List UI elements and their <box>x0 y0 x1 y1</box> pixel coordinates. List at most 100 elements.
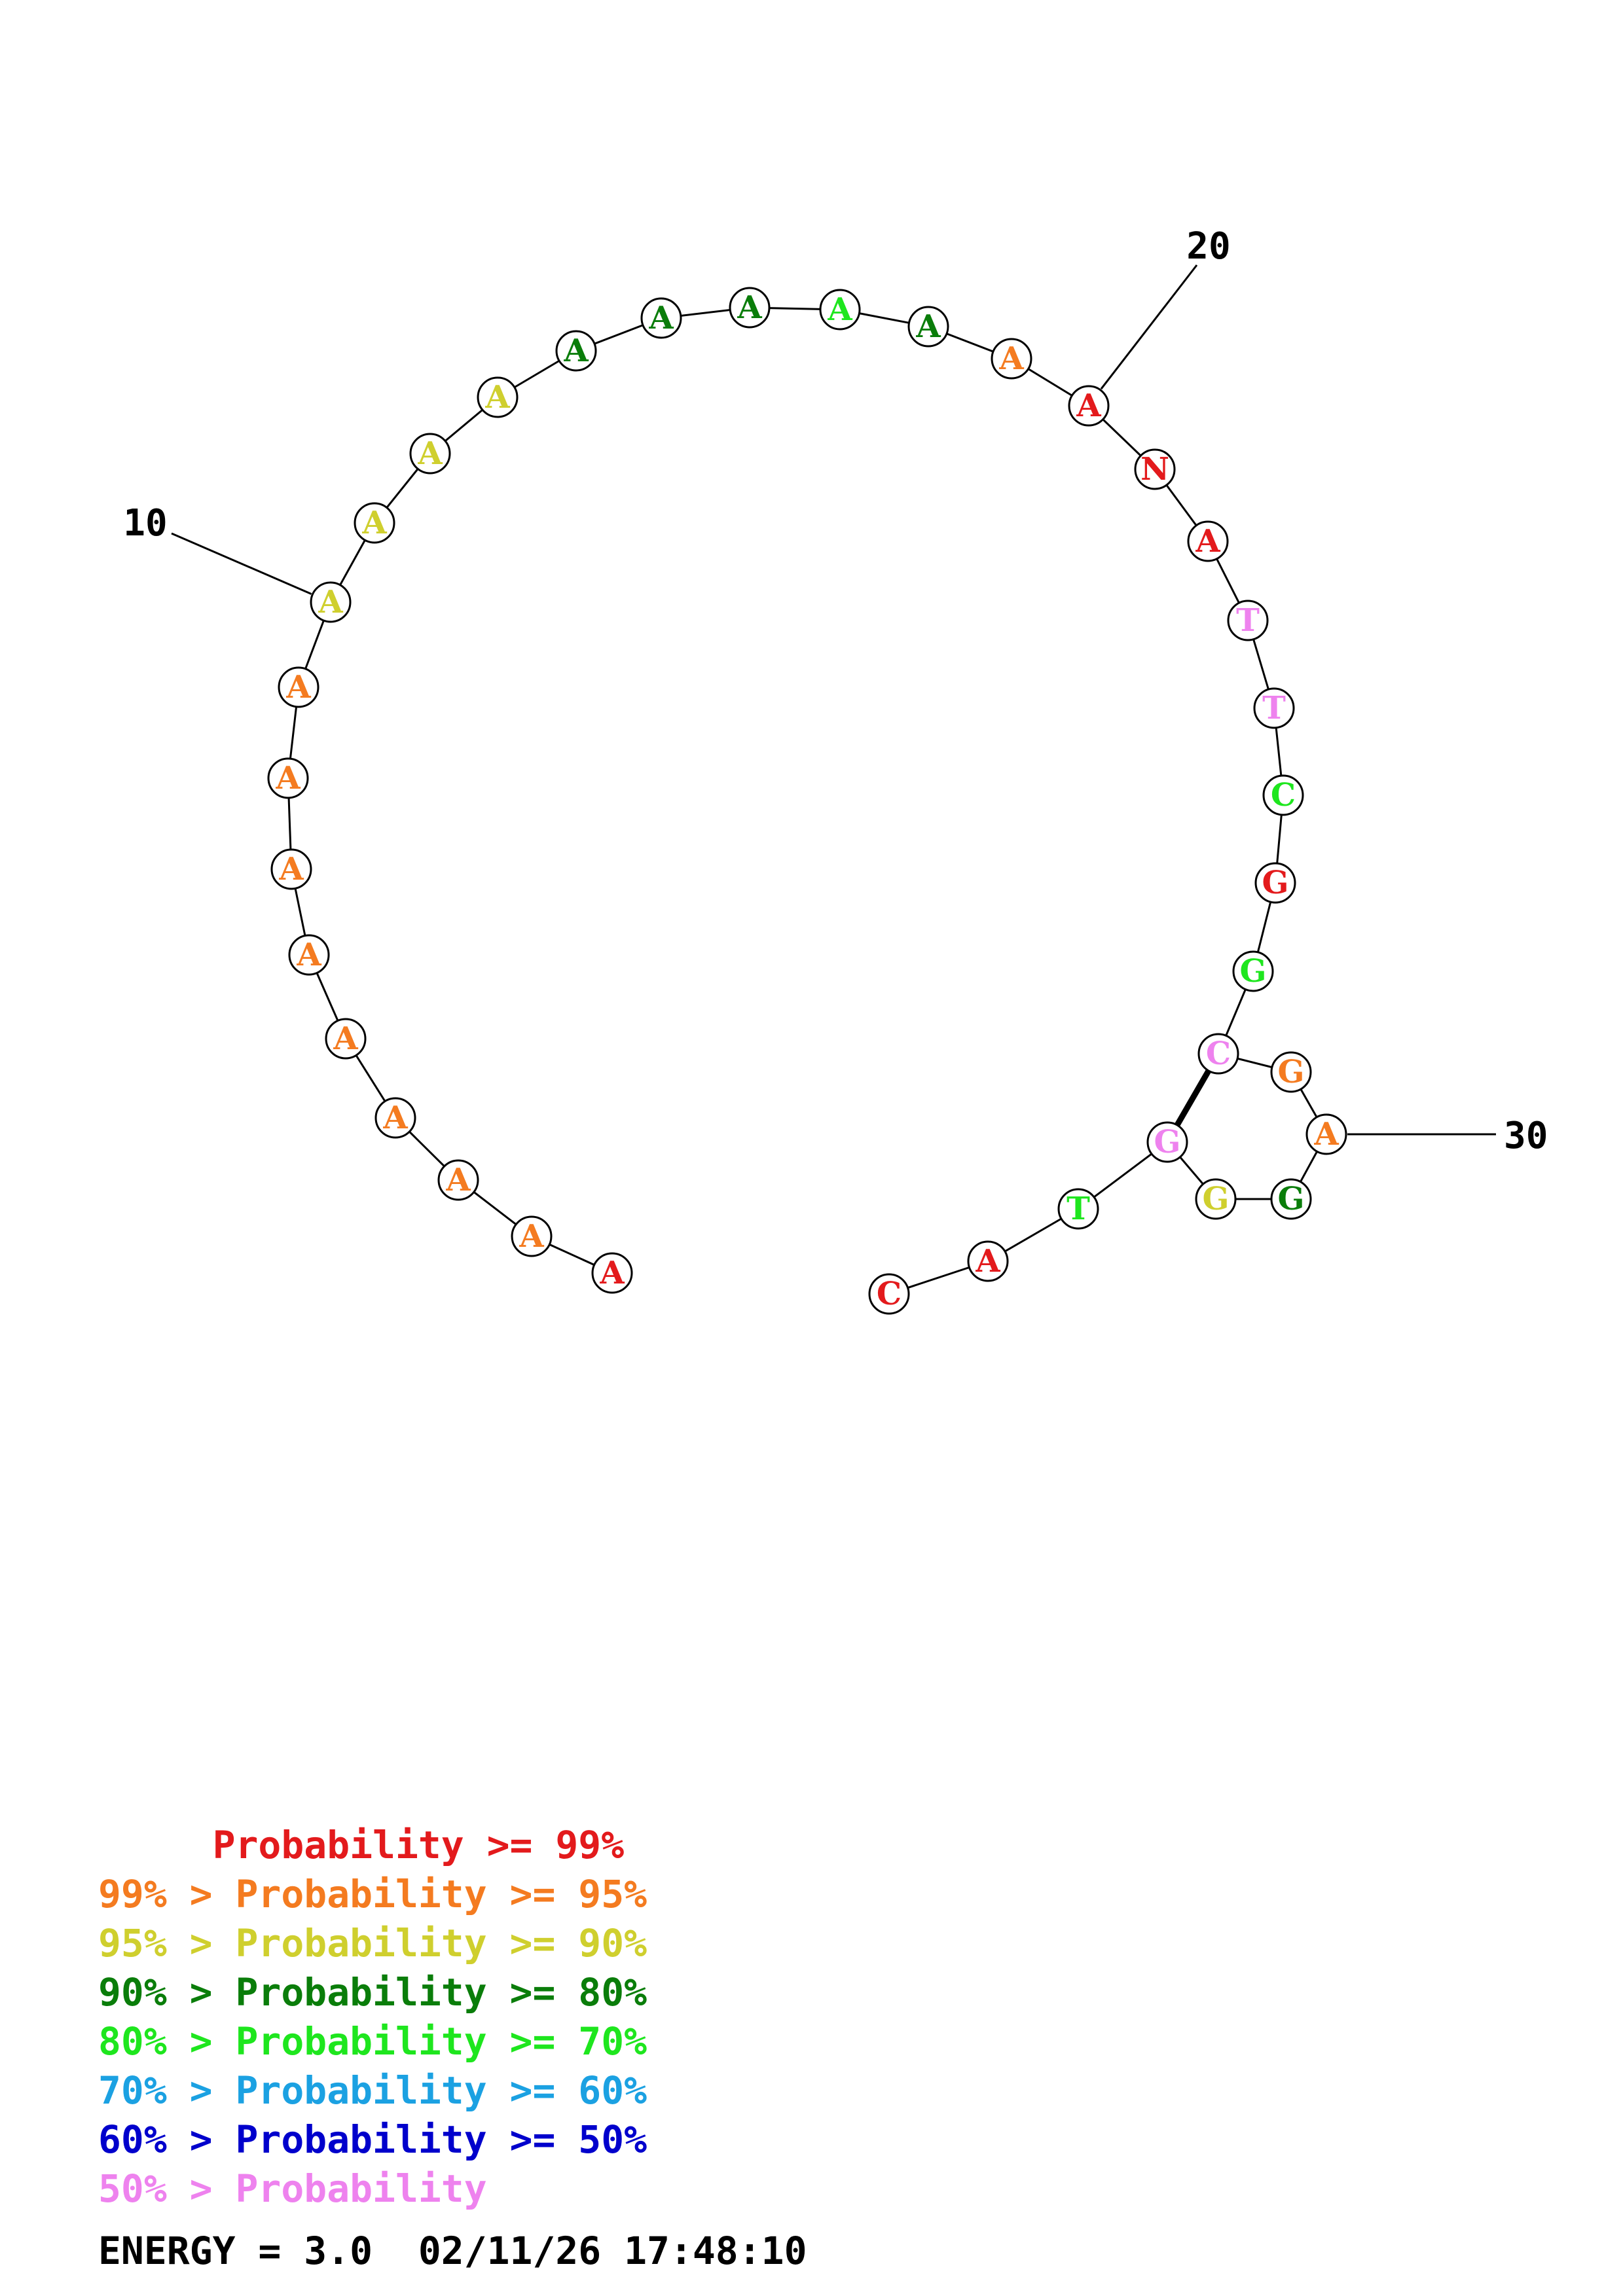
nucleotide-27: G <box>1232 950 1274 992</box>
nucleotide-circle <box>640 297 682 339</box>
nucleotide-21: N <box>1134 448 1176 490</box>
nucleotide-circle <box>325 1018 367 1060</box>
nucleotide-letter: A <box>1195 523 1220 560</box>
nucleotide-circle <box>1146 1121 1188 1163</box>
position-label-30: 30 <box>1504 1115 1548 1157</box>
nucleotide-circle <box>1270 1178 1312 1220</box>
nucleotide-1: A <box>591 1252 633 1294</box>
nucleotide-19: A <box>991 338 1032 380</box>
nucleotide-letter: A <box>296 937 321 973</box>
nucleotide-26: G <box>1254 862 1296 904</box>
nucleotide-letter: C <box>1206 1035 1231 1072</box>
nucleotide-14: A <box>555 330 597 372</box>
nucleotide-15: A <box>640 297 682 339</box>
nucleotide-letter: A <box>1076 387 1101 424</box>
nucleotide-24: T <box>1253 687 1295 729</box>
nucleotide-29: G <box>1270 1051 1312 1093</box>
nucleotide-circle <box>511 1215 553 1257</box>
nucleotide-circle <box>278 666 319 708</box>
nucleotide-letter: A <box>318 584 343 620</box>
nucleotide-circle <box>1197 1033 1239 1075</box>
nucleotide-circle <box>437 1159 479 1201</box>
nucleotide-letter: A <box>599 1255 625 1291</box>
nucleotide-circle <box>1262 774 1304 816</box>
nucleotide-circle <box>991 338 1032 380</box>
nucleotide-letter: T <box>1262 690 1286 726</box>
nucleotide-letter: G <box>1240 953 1267 990</box>
nucleotide-16: A <box>729 287 771 329</box>
nucleotide-letter: A <box>275 760 301 797</box>
nucleotide-23: T <box>1227 600 1269 641</box>
nucleotide-13: A <box>477 376 519 418</box>
nucleotide-letter: G <box>1262 865 1289 901</box>
nucleotide-11: A <box>354 502 395 544</box>
nucleotide-circle <box>1187 520 1229 562</box>
nucleotide-circle <box>288 934 330 976</box>
nucleotide-circle <box>477 376 519 418</box>
position-label-10: 10 <box>123 502 167 545</box>
nucleotide-35: A <box>967 1240 1009 1282</box>
nucleotide-letter: A <box>975 1243 1000 1280</box>
nucleotide-circle <box>907 306 949 348</box>
nucleotide-20: A <box>1068 385 1110 427</box>
nucleotide-25: C <box>1262 774 1304 816</box>
nucleotide-letter: A <box>445 1162 471 1198</box>
nucleotide-9: A <box>278 666 319 708</box>
nucleotide-letter: A <box>827 291 852 328</box>
nucleotide-letter: A <box>278 851 304 888</box>
nucleotide-letter: G <box>1278 1054 1305 1090</box>
nucleotide-circle <box>1232 950 1274 992</box>
nucleotide-letter: N <box>1140 451 1169 488</box>
nucleotide-circle <box>555 330 597 372</box>
nucleotide-7: A <box>270 848 312 890</box>
nucleotide-letter: A <box>361 505 387 541</box>
nucleotide-circle <box>967 1240 1009 1282</box>
nucleotide-circle <box>1195 1178 1237 1220</box>
nucleotide-letter: C <box>877 1276 902 1312</box>
nucleotide-circle <box>1227 600 1269 641</box>
nucleotide-circle <box>310 581 352 623</box>
nucleotide-letter: G <box>1203 1181 1230 1217</box>
nucleotide-2: A <box>511 1215 553 1257</box>
nucleotide-letter: G <box>1278 1181 1305 1217</box>
base-pair-bond <box>1175 1069 1211 1127</box>
nucleotide-circle <box>409 433 451 475</box>
position-tick-20 <box>1100 264 1198 390</box>
nucleotide-letter: A <box>998 340 1024 377</box>
nucleotide-circle <box>270 848 312 890</box>
nucleotide-6: A <box>288 934 330 976</box>
nucleotide-circle <box>729 287 771 329</box>
nucleotide-letter: A <box>563 332 589 369</box>
nucleotide-circle <box>267 757 309 799</box>
nucleotide-3: A <box>437 1159 479 1201</box>
nucleotide-circle <box>1057 1188 1099 1230</box>
position-label-ticks: 10 20 30 <box>123 225 1548 1157</box>
nucleotide-letter: A <box>285 669 311 706</box>
nucleotide-18: A <box>907 306 949 348</box>
nucleotide-letter: C <box>1271 777 1296 814</box>
nucleotide-circle <box>354 502 395 544</box>
nucleotide-letter: A <box>417 435 443 472</box>
nucleotide-circle <box>591 1252 633 1294</box>
nucleotide-22: A <box>1187 520 1229 562</box>
nucleotide-letter: A <box>519 1218 544 1255</box>
nucleotide-36: C <box>868 1273 910 1315</box>
nucleotide-33: G <box>1146 1121 1188 1163</box>
nucleotide-circle <box>1254 862 1296 904</box>
nucleotide-circle <box>1270 1051 1312 1093</box>
nucleotide-letter: A <box>915 308 941 345</box>
nucleotide-letter: T <box>1067 1191 1090 1227</box>
nucleotide-10: A <box>310 581 352 623</box>
nucleotide-letter: A <box>648 300 674 336</box>
nucleotide-circle <box>1305 1113 1347 1155</box>
nucleotide-8: A <box>267 757 309 799</box>
nucleotide-32: G <box>1195 1178 1237 1220</box>
nucleotide-circle <box>374 1097 416 1139</box>
nucleotide-31: G <box>1270 1178 1312 1220</box>
nucleotide-letter: A <box>737 289 762 326</box>
nucleotide-circle <box>1134 448 1176 490</box>
base-pair-bonds <box>1175 1069 1211 1127</box>
nucleotide-34: T <box>1057 1188 1099 1230</box>
